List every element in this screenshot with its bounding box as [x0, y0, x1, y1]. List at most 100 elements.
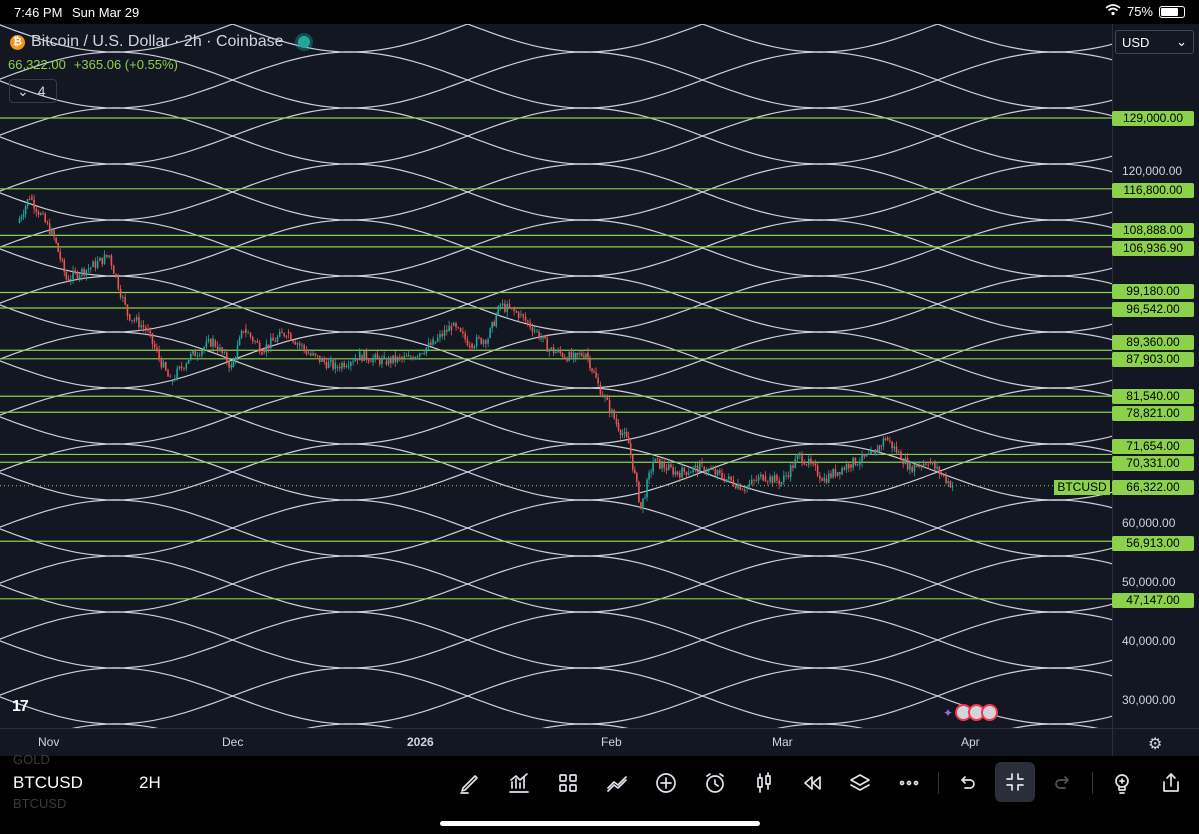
time-tick: Apr — [961, 735, 980, 749]
candle-body — [931, 462, 934, 464]
indicators-toggle-button[interactable]: ⌄ 4 — [9, 79, 57, 103]
candle-body — [732, 480, 735, 486]
candle-body — [510, 307, 513, 309]
candle-body — [376, 354, 379, 358]
interval-button[interactable]: 2H — [139, 773, 161, 792]
candle-body — [298, 343, 301, 346]
candle-body — [341, 362, 343, 369]
candle-body — [771, 476, 774, 483]
candle-body — [520, 314, 522, 315]
toolbar-divider — [938, 772, 939, 794]
level-label: 99,180.00 — [1112, 284, 1194, 299]
candle-body — [356, 358, 359, 361]
candle-body — [138, 317, 140, 328]
candle-body — [115, 273, 117, 277]
replay-icon[interactable] — [798, 769, 826, 797]
candle-body — [176, 368, 178, 379]
candle-body — [938, 466, 941, 474]
candle-body — [929, 461, 932, 464]
previous-symbol[interactable]: GOLD — [13, 752, 50, 767]
arc-line — [0, 51, 1112, 109]
undo-icon[interactable] — [952, 769, 980, 797]
candle-body — [764, 475, 767, 482]
arc-line — [0, 163, 1112, 221]
candle-body — [327, 361, 330, 368]
economic-events[interactable]: ✦ — [943, 704, 999, 721]
candle-body — [180, 366, 183, 368]
symbol-button[interactable]: BTCUSD — [13, 773, 83, 792]
candle-body — [281, 331, 283, 334]
bulb-icon[interactable] — [1108, 769, 1136, 797]
candle-body — [723, 478, 726, 482]
chart-legend[interactable]: ₿ Bitcoin / U.S. Dollar · 2h · Coinbase — [10, 33, 310, 51]
candle-body — [648, 472, 650, 480]
candle-body — [766, 481, 769, 483]
symbol-title: Bitcoin / U.S. Dollar · 2h · Coinbase — [31, 33, 284, 50]
redo-icon[interactable] — [1050, 769, 1078, 797]
alert-clock-icon[interactable] — [701, 769, 729, 797]
collapse-icon[interactable] — [995, 762, 1035, 802]
candle-body — [374, 354, 377, 358]
candle-body — [332, 360, 334, 369]
time-axis[interactable] — [0, 728, 1112, 757]
arc-line — [0, 667, 1112, 725]
chart-svg — [0, 24, 1112, 728]
candle-body — [381, 357, 383, 365]
candle-body — [730, 476, 732, 481]
pencil-icon[interactable] — [456, 769, 484, 797]
candle-body — [783, 475, 785, 482]
add-icon[interactable] — [652, 769, 680, 797]
candle-body — [294, 341, 297, 345]
candle-body — [617, 422, 620, 431]
candle-body — [55, 237, 57, 243]
candle-body — [261, 352, 263, 355]
share-icon[interactable] — [1157, 769, 1185, 797]
candle-body — [936, 466, 938, 469]
candle-body — [591, 368, 593, 372]
candle-body — [464, 333, 466, 340]
candle-body — [106, 254, 108, 257]
price-tick: 40,000.00 — [1122, 634, 1176, 648]
candle-body — [361, 355, 363, 361]
candle-body — [258, 342, 261, 353]
candle-body — [827, 473, 830, 483]
candle-body — [690, 471, 692, 474]
candle-body — [318, 355, 321, 362]
candle-body — [92, 261, 94, 268]
level-label: 108,888.00 — [1112, 223, 1194, 238]
candle-body — [599, 384, 602, 395]
candle-body — [276, 336, 279, 342]
market-status-icon[interactable] — [297, 36, 310, 48]
candle-body — [457, 327, 460, 329]
candle-body — [234, 358, 237, 360]
chart-canvas[interactable]: 17 — [0, 24, 1112, 728]
currency-select[interactable]: USD ⌄ — [1115, 30, 1194, 54]
gear-icon[interactable]: ⚙ — [1148, 736, 1163, 753]
candle-body — [441, 333, 444, 337]
candle-body — [524, 316, 527, 321]
candle-body — [201, 350, 203, 356]
candle-body — [517, 312, 520, 318]
drawing-tools-icon[interactable] — [603, 769, 631, 797]
candle-body — [22, 214, 25, 217]
candle-body — [755, 480, 758, 482]
us-flag-icon[interactable] — [981, 704, 999, 721]
level-label: 71,654.00 — [1112, 439, 1194, 454]
candle-body — [87, 268, 90, 270]
indicators-icon[interactable] — [505, 769, 533, 797]
layers-icon[interactable] — [846, 769, 874, 797]
layout-grid-icon[interactable] — [554, 769, 582, 797]
more-icon[interactable] — [895, 769, 923, 797]
candles-icon[interactable] — [750, 769, 778, 797]
candle-body — [578, 353, 581, 355]
candle-body — [679, 472, 681, 478]
candle-body — [794, 459, 797, 468]
candle-body — [832, 469, 834, 478]
candle-body — [696, 465, 699, 473]
next-symbol[interactable]: BTCUSD — [13, 796, 67, 811]
price-axis[interactable] — [1112, 24, 1199, 728]
candle-body — [147, 328, 149, 331]
candle-body — [613, 409, 615, 419]
candle-body — [473, 346, 476, 349]
arc-line — [0, 107, 1112, 165]
